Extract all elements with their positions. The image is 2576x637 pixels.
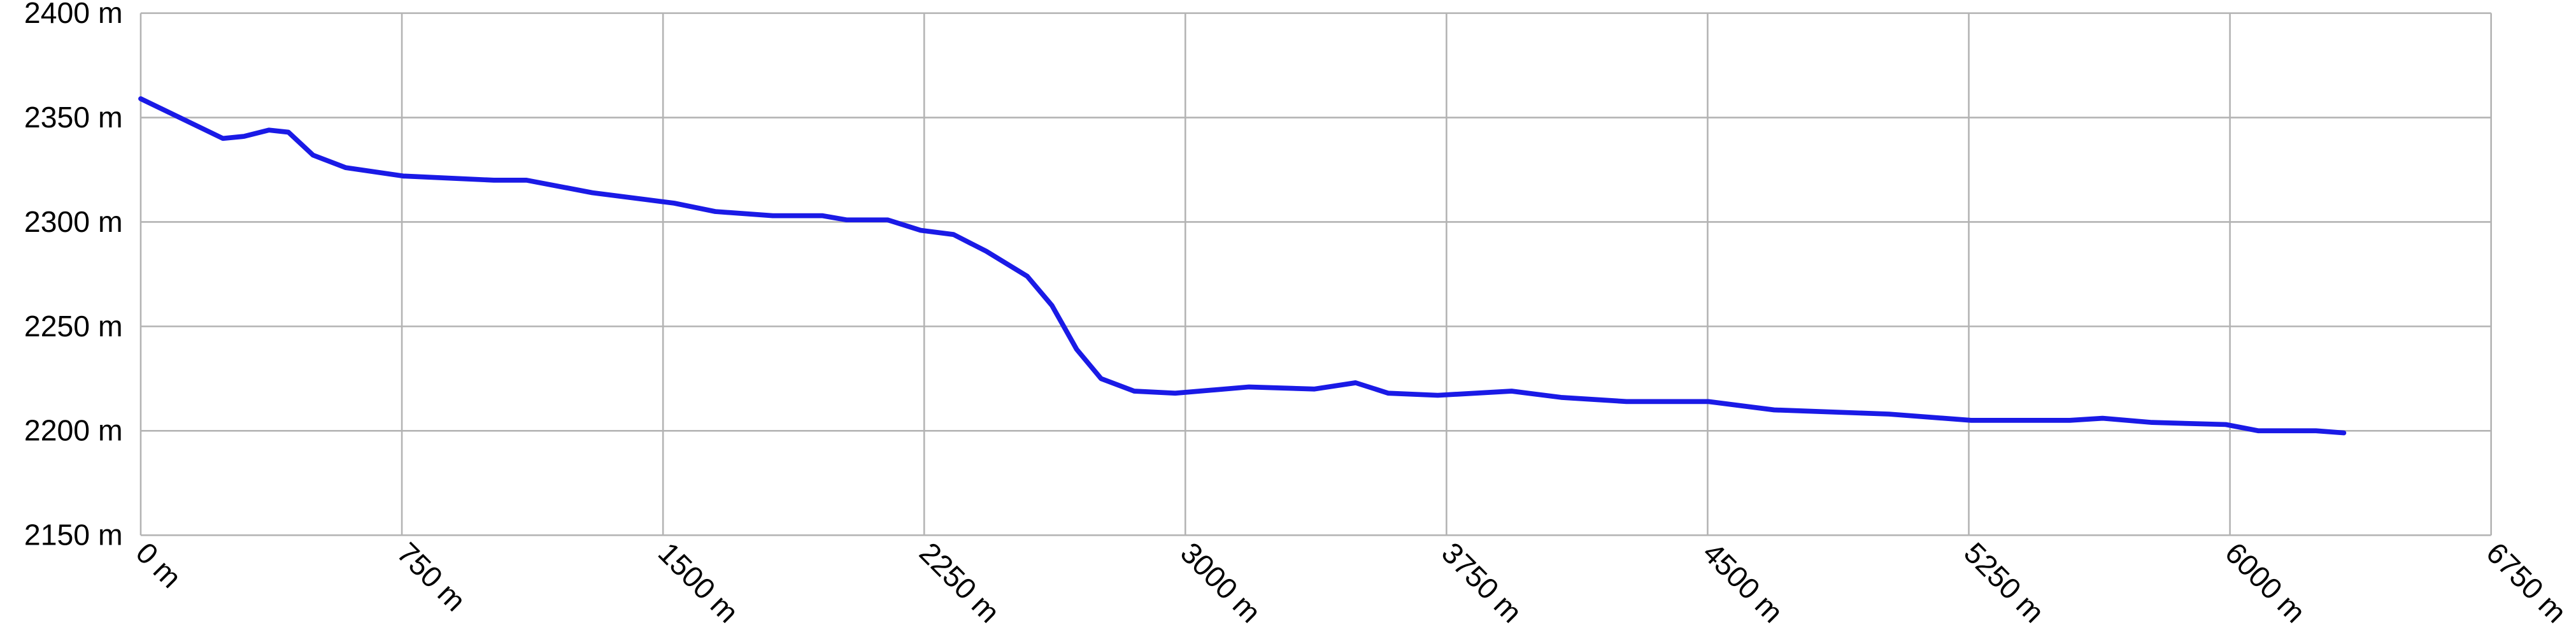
y-tick-label: 2350 m <box>24 101 123 134</box>
y-tick-label: 2300 m <box>24 205 123 238</box>
x-tick-label: 3000 m <box>1174 536 1267 629</box>
y-tick-label: 2400 m <box>24 0 123 29</box>
x-tick-label: 2250 m <box>913 536 1006 629</box>
x-tick-label: 1500 m <box>652 536 745 629</box>
x-tick-label: 5250 m <box>1958 536 2051 629</box>
x-tick-label: 3750 m <box>1435 536 1528 629</box>
x-tick-label: 6000 m <box>2219 536 2312 629</box>
x-tick-label: 4500 m <box>1697 536 1790 629</box>
y-tick-label: 2250 m <box>24 310 123 343</box>
x-tick-label: 6750 m <box>2480 536 2573 629</box>
x-tick-label: 0 m <box>130 536 188 594</box>
x-tick-label: 750 m <box>391 536 473 617</box>
y-tick-label: 2150 m <box>24 519 123 552</box>
y-tick-label: 2200 m <box>24 414 123 447</box>
elevation-line <box>138 96 2347 436</box>
